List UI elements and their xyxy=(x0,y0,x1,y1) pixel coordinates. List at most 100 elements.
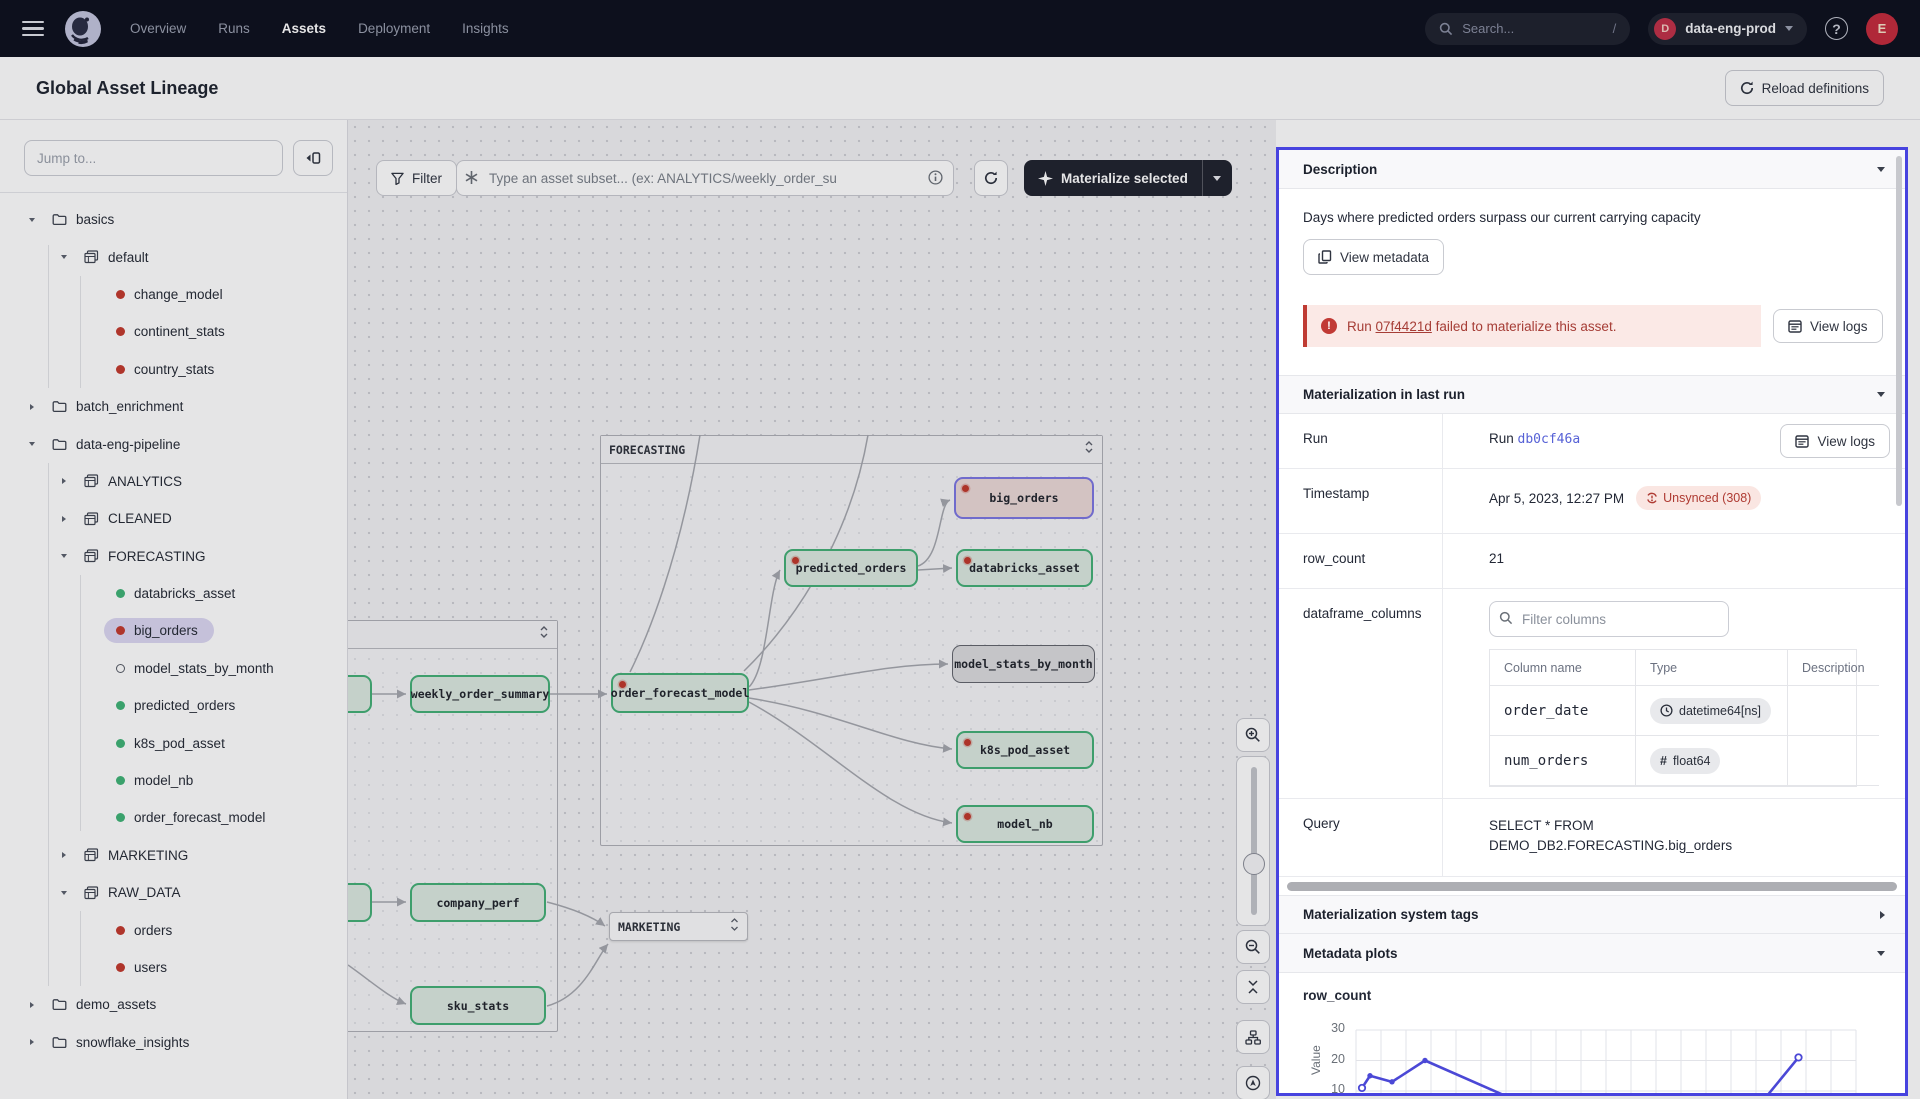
sidebar-item-predicted_orders[interactable]: predicted_orders xyxy=(0,687,347,724)
description-section-header[interactable]: Description xyxy=(1279,150,1905,189)
sidebar-item-label: snowflake_insights xyxy=(76,1035,189,1050)
asset-status-dot xyxy=(116,926,125,935)
locate-selected-button[interactable] xyxy=(1236,1066,1270,1099)
sidebar-item-orders[interactable]: orders xyxy=(0,911,347,948)
help-icon[interactable]: ? xyxy=(1825,17,1848,40)
graph-node-k8s_pod_asset[interactable]: k8s_pod_asset xyxy=(956,731,1094,769)
filter-columns-input[interactable] xyxy=(1489,601,1729,637)
nav-runs[interactable]: Runs xyxy=(218,21,250,36)
sidebar-item-demo_assets[interactable]: demo_assets xyxy=(0,986,347,1023)
reload-definitions-button[interactable]: Reload definitions xyxy=(1725,70,1884,106)
materialization-section-header[interactable]: Materialization in last run xyxy=(1279,375,1905,414)
graph-node-partial_left_2[interactable] xyxy=(348,883,372,922)
menu-icon[interactable] xyxy=(22,21,44,37)
caret-right-icon[interactable] xyxy=(24,1002,40,1008)
graph-node-model_nb[interactable]: model_nb xyxy=(956,805,1094,843)
sidebar-item-RAW_DATA[interactable]: RAW_DATA xyxy=(0,874,347,911)
horizontal-scrollbar[interactable] xyxy=(1287,882,1897,891)
sidebar-item-change_model[interactable]: change_model xyxy=(0,276,347,313)
nav-assets[interactable]: Assets xyxy=(282,21,326,36)
zoom-slider-handle[interactable] xyxy=(1243,853,1265,875)
materialize-options-caret[interactable] xyxy=(1202,160,1232,196)
sidebar-item-users[interactable]: users xyxy=(0,949,347,986)
graph-node-databricks_asset[interactable]: databricks_asset xyxy=(956,549,1093,587)
system-tags-section-header[interactable]: Materialization system tags xyxy=(1279,895,1905,934)
graph-node-weekly_order_summary[interactable]: weekly_order_summary xyxy=(410,675,550,713)
materialize-selected-button[interactable]: Materialize selected xyxy=(1024,160,1232,196)
graph-node-partial_left_1[interactable] xyxy=(348,675,372,713)
info-icon[interactable] xyxy=(928,170,943,185)
caret-down-icon[interactable] xyxy=(24,442,40,446)
filter-button[interactable]: Filter xyxy=(376,160,457,196)
group-marketing-collapsed[interactable]: MARKETING xyxy=(609,912,748,941)
failed-run-link[interactable]: 07f4421d xyxy=(1376,319,1432,334)
jump-to-input[interactable] xyxy=(24,140,283,176)
sidebar-item-basics[interactable]: basics xyxy=(0,201,347,238)
zoom-slider-track[interactable] xyxy=(1251,767,1257,915)
sidebar-item-country_stats[interactable]: country_stats xyxy=(0,351,347,388)
caret-right-icon[interactable] xyxy=(24,404,40,410)
nav-overview[interactable]: Overview xyxy=(130,21,186,36)
chevron-down-icon xyxy=(1877,392,1885,397)
lineage-graph[interactable]: FORECASTING xyxy=(348,120,1276,1099)
sidebar-item-model_nb[interactable]: model_nb xyxy=(0,762,347,799)
sidebar-item-order_forecast_model[interactable]: order_forecast_model xyxy=(0,799,347,836)
sidebar-item-snowflake_insights[interactable]: snowflake_insights xyxy=(0,1024,347,1061)
deployment-badge: D xyxy=(1654,18,1676,40)
sidebar-item-MARKETING[interactable]: MARKETING xyxy=(0,837,347,874)
asset-status-dot xyxy=(116,813,125,822)
graph-layout-button[interactable] xyxy=(1236,1020,1270,1054)
vertical-scrollbar[interactable] xyxy=(1896,156,1902,506)
dagster-logo-icon[interactable] xyxy=(64,10,102,48)
lineage-edges xyxy=(348,120,1276,1099)
caret-right-icon[interactable] xyxy=(56,516,72,522)
zoom-out-button[interactable] xyxy=(1236,930,1270,964)
zoom-in-button[interactable] xyxy=(1236,718,1270,752)
sidebar-item-continent_stats[interactable]: continent_stats xyxy=(0,313,347,350)
graph-node-model_stats_by_month[interactable]: model_stats_by_month xyxy=(952,645,1095,683)
asset-subset-input[interactable] xyxy=(456,160,954,196)
caret-right-icon[interactable] xyxy=(56,852,72,858)
collapse-sidebar-button[interactable] xyxy=(293,140,333,176)
sidebar-item-default[interactable]: default xyxy=(0,238,347,275)
node-label: big_orders xyxy=(989,491,1058,505)
view-logs-button[interactable]: View logs xyxy=(1780,424,1890,458)
view-logs-button[interactable]: View logs xyxy=(1773,309,1883,343)
metadata-plots-section-header[interactable]: Metadata plots xyxy=(1279,934,1905,973)
caret-down-icon[interactable] xyxy=(56,554,72,558)
sidebar-item-model_stats_by_month[interactable]: model_stats_by_month xyxy=(0,650,347,687)
column-name: num_orders xyxy=(1490,736,1636,786)
sidebar-item-CLEANED[interactable]: CLEANED xyxy=(0,500,347,537)
node-label: sku_stats xyxy=(447,999,509,1013)
graph-node-order_forecast_model[interactable]: order_forecast_model xyxy=(611,673,749,713)
sidebar-item-big_orders[interactable]: big_orders xyxy=(0,612,347,649)
zoom-slider[interactable] xyxy=(1236,756,1270,926)
caret-down-icon[interactable] xyxy=(24,218,40,222)
view-metadata-button[interactable]: View metadata xyxy=(1303,239,1444,275)
graph-node-big_orders[interactable]: big_orders xyxy=(954,477,1094,519)
caret-down-icon[interactable] xyxy=(56,891,72,895)
nav-deployment[interactable]: Deployment xyxy=(358,21,430,36)
deployment-switcher[interactable]: D data-eng-prod xyxy=(1648,13,1807,45)
run-link[interactable]: db0cf46a xyxy=(1518,432,1581,447)
sidebar-item-batch_enrichment[interactable]: batch_enrichment xyxy=(0,388,347,425)
sidebar-item-databricks_asset[interactable]: databricks_asset xyxy=(0,575,347,612)
user-avatar[interactable]: E xyxy=(1866,13,1898,45)
caret-right-icon[interactable] xyxy=(24,1039,40,1045)
node-label: model_nb xyxy=(997,817,1052,831)
graph-node-sku_stats[interactable]: sku_stats xyxy=(410,986,546,1025)
nav-insights[interactable]: Insights xyxy=(462,21,509,36)
sidebar-item-FORECASTING[interactable]: FORECASTING xyxy=(0,538,347,575)
unsynced-badge[interactable]: Unsynced (308) xyxy=(1636,486,1761,510)
sidebar-item-data-eng-pipeline[interactable]: data-eng-pipeline xyxy=(0,425,347,462)
graph-node-predicted_orders[interactable]: predicted_orders xyxy=(784,549,918,587)
caret-down-icon[interactable] xyxy=(56,255,72,259)
collapse-all-groups-button[interactable] xyxy=(1236,970,1270,1004)
sidebar-item-ANALYTICS[interactable]: ANALYTICS xyxy=(0,463,347,500)
graph-node-company_perf[interactable]: company_perf xyxy=(410,883,546,922)
refresh-graph-button[interactable] xyxy=(974,160,1008,196)
global-search[interactable]: Search... / xyxy=(1425,13,1630,45)
expand-group-icon[interactable] xyxy=(730,918,739,936)
sidebar-item-k8s_pod_asset[interactable]: k8s_pod_asset xyxy=(0,724,347,761)
caret-right-icon[interactable] xyxy=(56,478,72,484)
